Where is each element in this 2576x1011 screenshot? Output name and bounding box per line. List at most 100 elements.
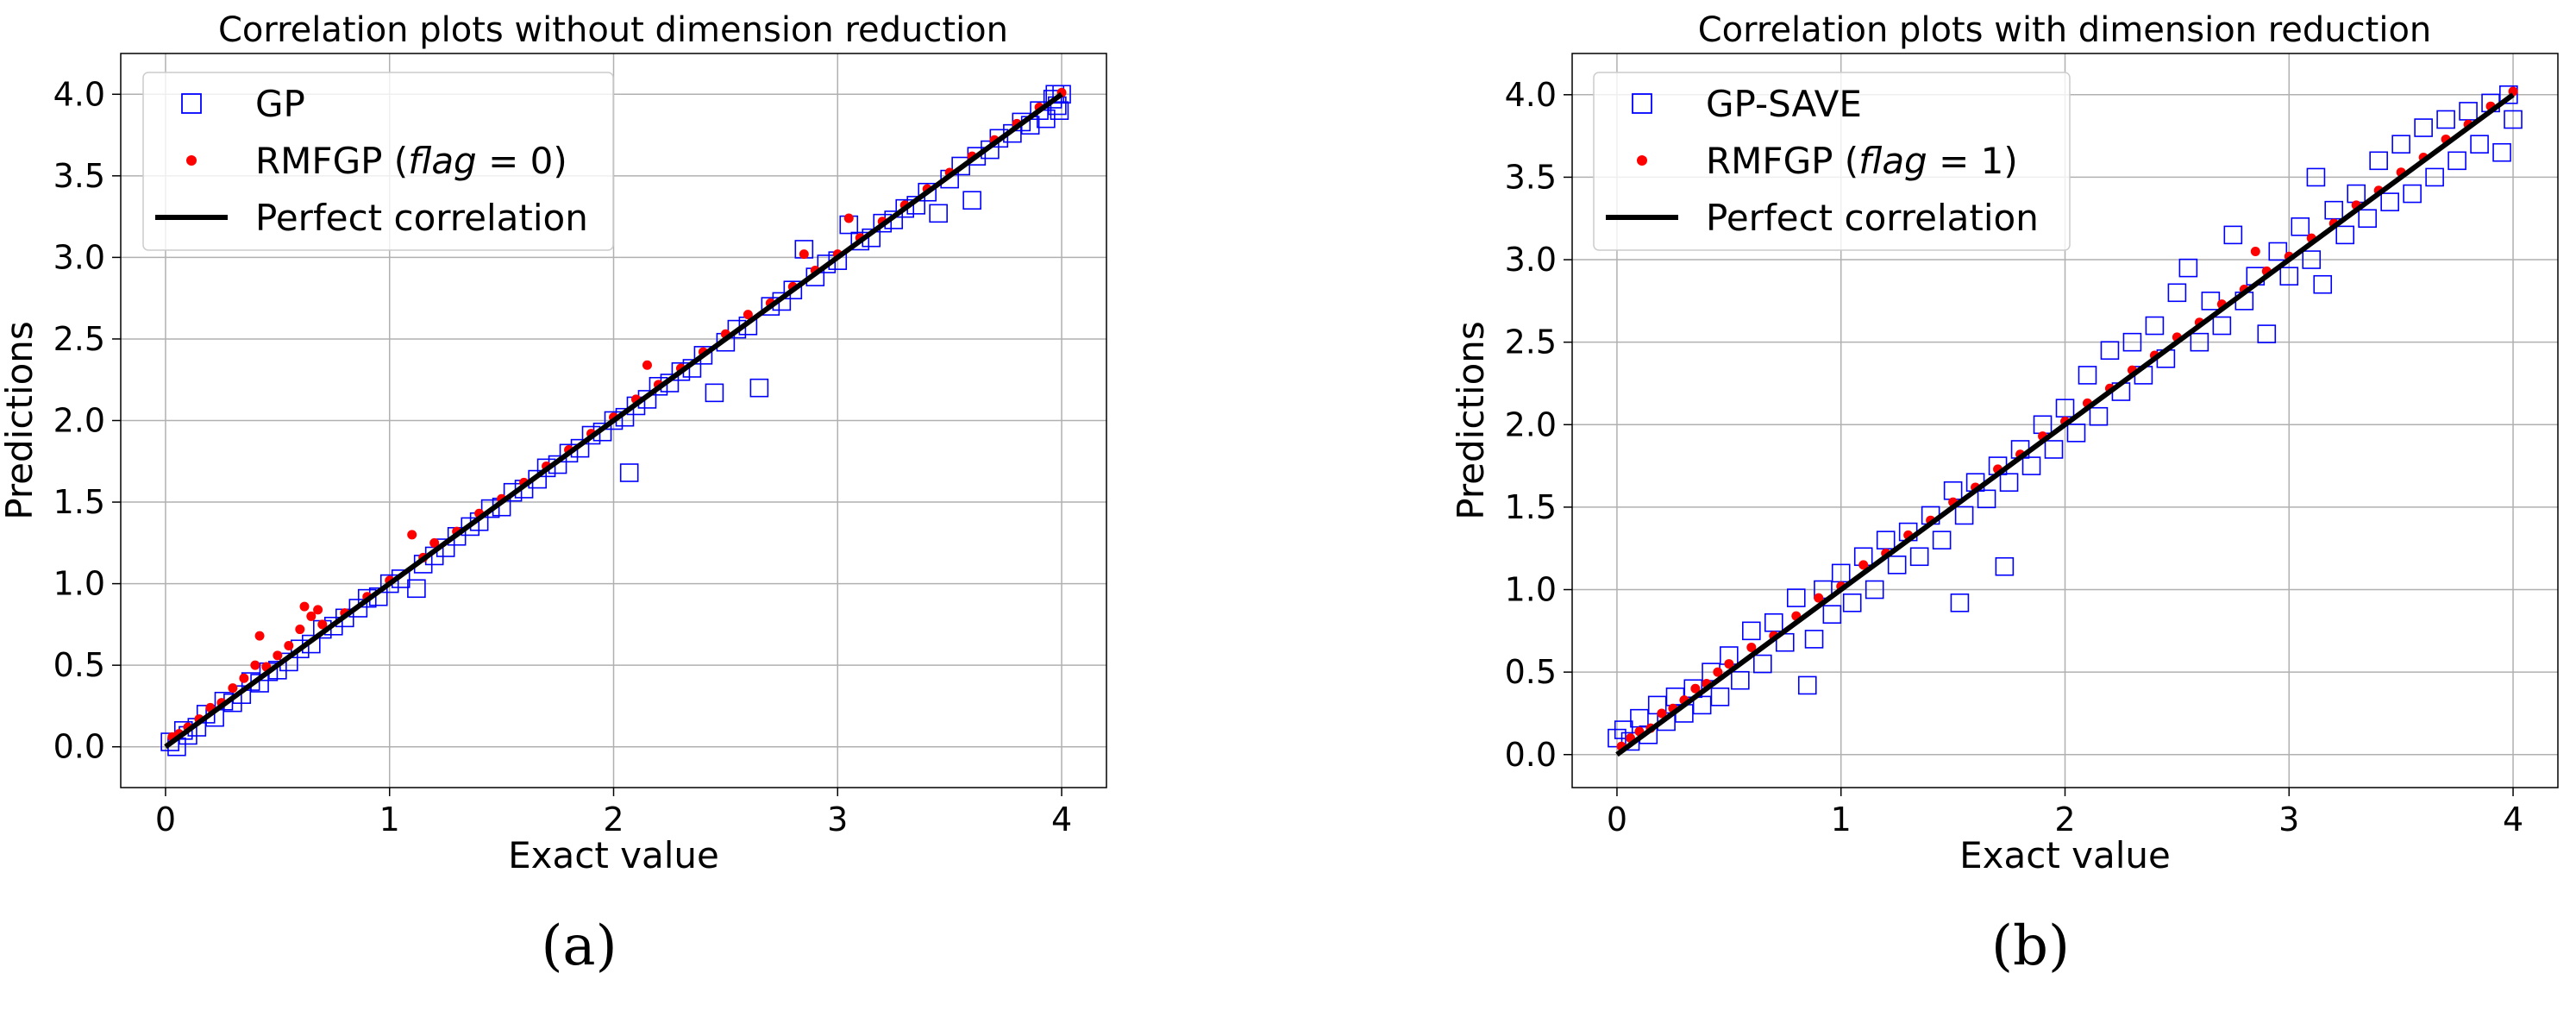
panel-b-point-s1-10 [1724,659,1734,669]
panel-a-point-s0-63 [817,254,837,273]
panel-b-point-s0-59 [2201,292,2221,311]
panel-b-point-s0-47 [2066,424,2086,443]
panel-a-point-s0-53 [705,383,724,403]
panel-a-y-tick-label-8: 4.0 [53,75,105,113]
panel-b-point-s0-79 [2414,118,2433,137]
panel-b-x-tick-label-2: 2 [2054,801,2075,838]
panel-b-point-s0-70 [2313,274,2333,294]
panel-a-legend-box [142,72,614,251]
panel-b-point-s0-68 [2302,250,2322,269]
panel-b-y-tick-label-3: 1.5 [1505,488,1557,526]
panel-b-point-s0-86 [2492,142,2511,162]
panel-b-point-s0-61 [2223,225,2243,245]
panel-b-point-s0-20 [1797,675,1817,695]
panel-a-y-tick-label-5: 2.5 [53,320,105,358]
panel-a-point-s1-6 [228,683,238,694]
panel-a-x-axis-label: Exact value [508,834,719,876]
panel-a-y-tick-label-0: 0.0 [53,728,105,766]
panel-b-point-s0-66 [2279,267,2299,286]
panel-b-perfect-correlation-line [1615,92,2515,757]
panel-b-point-s0-58 [2190,332,2209,352]
panel-b-point-s0-1 [1614,720,1633,739]
panel-b-y-tick-label-0: 0.0 [1505,736,1557,774]
panel-b-legend-label-1: RMFGP (flag = 1) [1706,140,2018,182]
panel-a-point-s1-17 [317,619,328,630]
panel-b-point-s0-77 [2391,135,2410,154]
panel-a-y-tick-label-4: 2.0 [53,402,105,440]
panel-a-point-s0-75 [951,156,970,176]
panel-a-legend-label-1: RMFGP (flag = 0) [255,140,567,182]
panel-b-point-s0-45 [2044,440,2064,459]
panel-b-point-s0-74 [2358,209,2377,229]
panel-b-point-s0-43 [2021,456,2041,475]
panel-b-x-tick-label-1: 1 [1831,801,1852,838]
panel-a-point-s0-76 [962,191,981,210]
panel-b-point-s0-21 [1804,630,1824,649]
panel-a-point-s1-7 [239,673,249,683]
panel-b-point-s0-12 [1710,688,1730,706]
panel-b-legend-label-0: GP-SAVE [1706,83,1862,125]
panel-b-y-axis-label: Predictions [1450,321,1492,520]
panel-b-legend-marker-0 [1632,93,1652,114]
panel-b-point-s0-80 [2425,167,2444,187]
panel-b-point-s1-11 [1746,642,1757,652]
panel-b-x-axis-label: Exact value [1959,834,2171,876]
panel-b-legend: GP-SAVE RMFGP (flag = 1) Perfect correlati… [1593,72,2071,251]
panel-a-x-tick-label-3: 3 [827,801,848,838]
panel-b-point-s0-69 [2306,167,2326,187]
panel-a-point-s1-41 [799,249,809,260]
panel-b-point-s0-36 [1954,506,1974,525]
panel-a-point-s1-12 [284,640,294,650]
panel-a-legend-label-2: Perfect correlation [255,197,588,239]
panel-a-point-s1-15 [306,611,317,621]
panel-b-point-s0-29 [1887,556,1907,575]
panel-a-legend: GP RMFGP (flag = 0) Perfect correlation [142,72,614,251]
panel-b-point-s0-83 [2459,102,2478,121]
panel-a-point-s0-72 [918,182,937,202]
panel-a-point-s1-9 [254,631,265,641]
panel-b-point-s0-82 [2448,151,2466,171]
panel-b-point-s0-87 [2504,110,2523,129]
panel-b-point-s0-38 [1977,489,1996,509]
panel-b-point-s0-84 [2470,135,2489,154]
panel-a-point-s0-66 [850,231,870,251]
panel-a-point-s0-88 [1050,101,1069,120]
panel-b-point-s1-34 [2250,246,2260,256]
panel-b-point-s0-73 [2347,184,2366,204]
panel-a: Correlation plots without dimension redu… [0,10,1107,978]
panel-b-point-s1-4 [1657,708,1667,719]
panel-b-title: Correlation plots with dimension reducti… [1698,10,2432,50]
panel-a-point-s0-43 [604,411,624,430]
panel-a-y-tick-label-3: 1.5 [53,483,105,521]
panel-b-x-tick-label-0: 0 [1607,801,1627,838]
panel-b-point-s0-35 [1950,593,1970,612]
panel-a-point-s0-60 [783,280,803,300]
panel-b-point-s0-60 [2212,316,2232,336]
panel-b-point-s0-41 [1999,473,2019,493]
panel-a-point-s1-33 [642,360,652,370]
panel-a-point-s1-8 [250,660,260,670]
panel-b-y-tick-label-5: 2.5 [1505,323,1557,361]
panel-a-legend-marker-0 [181,93,202,114]
panel-b-point-s1-14 [1814,593,1824,603]
panel-b-y-tick-label-8: 4.0 [1505,76,1557,114]
panel-b-y-tick-label-7: 3.5 [1505,158,1557,196]
panel-a-point-s0-45 [619,463,639,482]
panel-a-point-s0-57 [749,378,769,398]
panel-b-point-s0-14 [1731,670,1750,690]
panel-a-point-s0-70 [895,198,915,218]
panel-b-point-s0-16 [1753,654,1772,674]
panel-b-point-s0-67 [2291,217,2310,236]
panel-b-point-s0-33 [1932,531,1952,549]
panel-b-point-s0-27 [1865,580,1884,600]
panel-b-point-s0-76 [2380,192,2399,211]
panel-b-point-s1-7 [1690,683,1701,694]
panel-a-point-s0-32 [480,499,500,518]
panel-a-point-s0-58 [761,297,780,316]
panel-a-point-s0-73 [929,204,948,223]
panel-a-point-s1-14 [299,601,310,612]
panel-b-y-tick-label-4: 2.0 [1505,405,1557,443]
panel-b-point-s0-57 [2178,258,2198,278]
panel-b-point-s0-81 [2436,110,2455,129]
panel-a-y-tick-label-2: 1.0 [53,565,105,603]
